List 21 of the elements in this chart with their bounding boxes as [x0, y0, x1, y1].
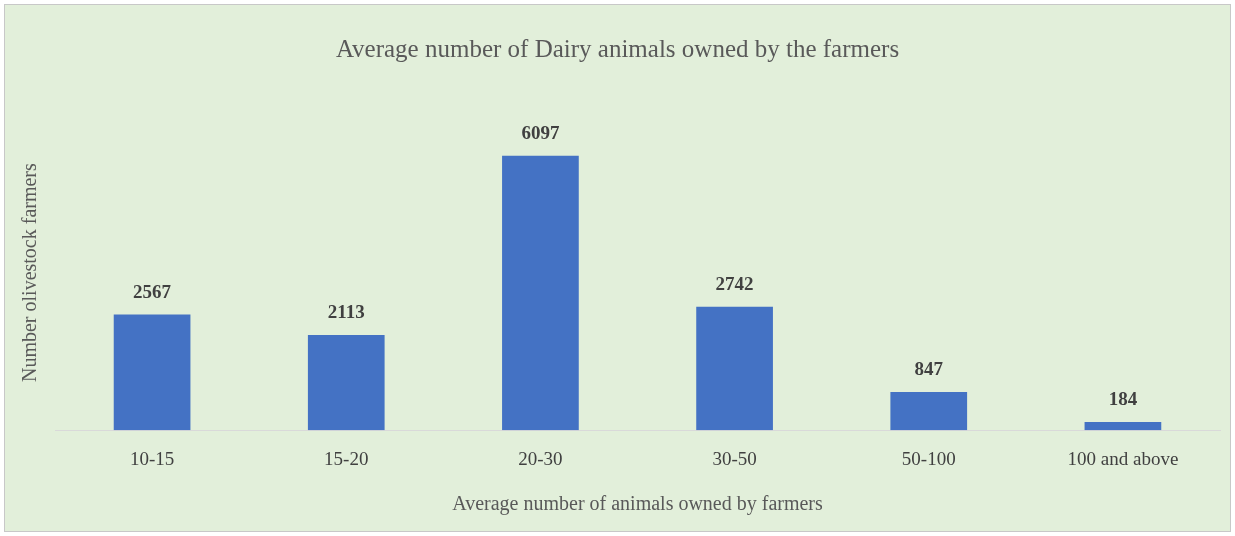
data-label: 847	[914, 358, 944, 380]
bar	[890, 392, 968, 431]
data-label: 2113	[327, 301, 365, 323]
bar	[113, 314, 191, 431]
x-axis-title: Average number of animals owned by farmers	[452, 492, 824, 516]
bar	[1084, 421, 1162, 431]
data-label: 6097	[521, 122, 560, 144]
x-tick-label: 20-30	[518, 447, 563, 469]
chart-title: Average number of Dairy animals owned by the farmers	[335, 34, 900, 62]
x-tick-label: 100 and above	[1067, 447, 1179, 469]
bar	[696, 306, 773, 431]
data-label: 2742	[715, 273, 754, 295]
x-tick-label: 50-100	[901, 447, 956, 469]
x-tick-label: 15-20	[324, 447, 369, 469]
y-axis-title: Number olivestock farmers	[18, 162, 41, 383]
x-tick-label: 30-50	[712, 447, 757, 469]
bar	[502, 155, 579, 431]
x-tick-label: 10-15	[129, 447, 175, 469]
data-label: 184	[1108, 388, 1138, 410]
data-label: 2567	[133, 281, 172, 303]
bar	[307, 335, 385, 431]
